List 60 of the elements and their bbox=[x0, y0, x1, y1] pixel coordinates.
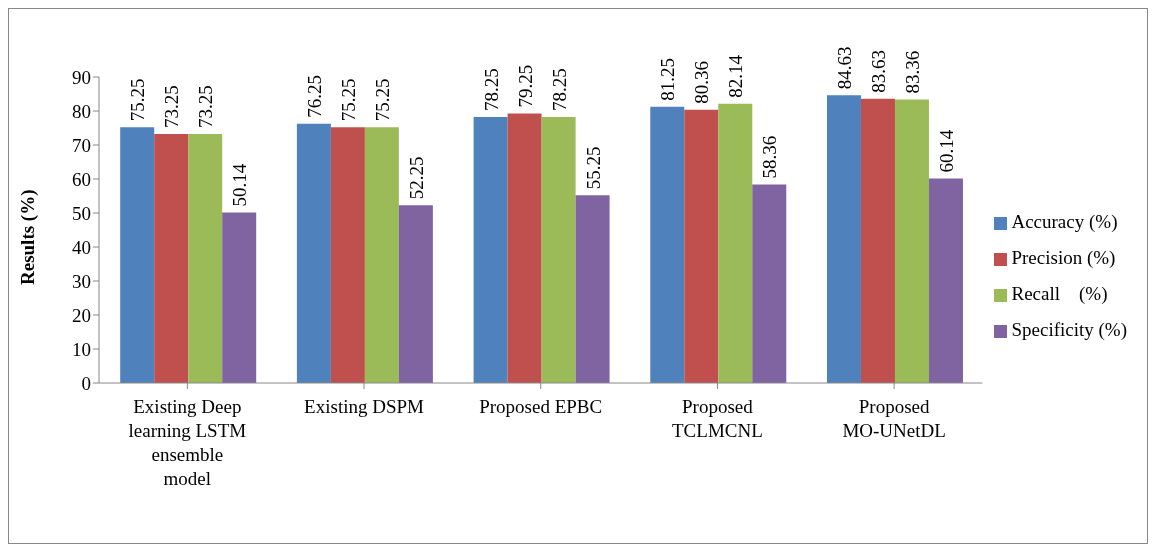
bar bbox=[507, 113, 542, 383]
bar bbox=[860, 98, 895, 383]
data-label: 75.25 bbox=[337, 78, 359, 122]
bar bbox=[928, 178, 963, 383]
data-label: 80.36 bbox=[691, 61, 713, 104]
data-label: 79.25 bbox=[514, 64, 536, 108]
data-label: 84.63 bbox=[833, 46, 855, 90]
y-tick-label: 70 bbox=[72, 134, 91, 156]
data-label: 58.36 bbox=[759, 135, 781, 179]
bar bbox=[364, 127, 399, 383]
data-label: 78.25 bbox=[480, 68, 502, 111]
data-label: 60.14 bbox=[935, 129, 957, 173]
y-axis-title: Results (%) bbox=[16, 189, 39, 285]
y-tick-label: 60 bbox=[72, 168, 91, 190]
bar bbox=[752, 184, 787, 383]
bar bbox=[188, 133, 223, 383]
bar bbox=[650, 106, 685, 383]
data-label: 55.25 bbox=[582, 146, 604, 190]
data-label: 73.25 bbox=[161, 85, 183, 128]
bar bbox=[330, 127, 365, 383]
data-label: 83.63 bbox=[867, 49, 889, 93]
y-tick-label: 90 bbox=[72, 66, 91, 88]
bar bbox=[398, 205, 433, 383]
y-tick-label: 20 bbox=[72, 304, 91, 326]
data-label: 75.25 bbox=[371, 78, 393, 122]
y-tick-label: 80 bbox=[72, 100, 91, 122]
bar bbox=[718, 103, 753, 383]
bar bbox=[894, 99, 929, 383]
data-label: 78.25 bbox=[548, 68, 570, 111]
bar bbox=[120, 127, 155, 383]
data-label: 73.25 bbox=[195, 85, 217, 128]
data-label: 76.25 bbox=[303, 75, 325, 118]
y-tick-label: 10 bbox=[72, 338, 91, 360]
x-tick-label: Proposed TCLMCNL bbox=[672, 396, 763, 441]
y-tick-label: 40 bbox=[72, 236, 91, 258]
bar bbox=[826, 95, 861, 383]
data-label: 82.14 bbox=[725, 54, 747, 98]
y-tick-label: 0 bbox=[81, 372, 91, 394]
bar bbox=[684, 109, 719, 383]
bar bbox=[154, 133, 189, 383]
data-label: 83.36 bbox=[901, 50, 923, 94]
x-tick-label: Existing Deep learning LSTM ensemble model bbox=[128, 396, 247, 489]
bar bbox=[575, 195, 610, 383]
legend-label: Specificity (%) bbox=[1011, 319, 1127, 340]
legend-label: Accuracy (%) bbox=[1011, 211, 1118, 232]
data-label: 81.25 bbox=[657, 58, 679, 101]
y-tick-label: 50 bbox=[72, 202, 91, 224]
y-tick-label: 30 bbox=[72, 270, 91, 292]
bar bbox=[296, 123, 331, 383]
x-tick-label: Proposed MO-UNetDL bbox=[842, 396, 946, 441]
bar bbox=[222, 212, 257, 383]
legend-label: Recall (%) bbox=[1011, 283, 1108, 304]
data-label: 50.14 bbox=[229, 163, 251, 207]
x-tick-label: Existing DSPM bbox=[304, 396, 425, 417]
data-label: 75.25 bbox=[127, 78, 149, 122]
x-tick-label: Proposed EPBC bbox=[479, 396, 603, 417]
bar bbox=[541, 116, 576, 383]
data-label: 52.25 bbox=[405, 156, 427, 200]
legend-label: Precision (%) bbox=[1011, 247, 1116, 268]
bar bbox=[473, 116, 508, 383]
